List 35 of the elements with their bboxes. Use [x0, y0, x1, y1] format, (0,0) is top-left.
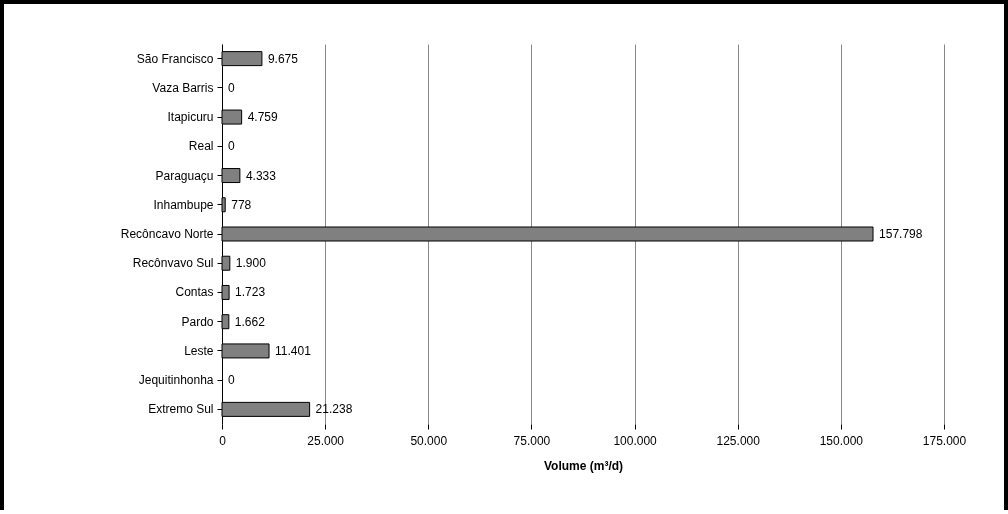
y-tick-label: Jequitinhonha: [138, 373, 214, 388]
y-tick-label: Leste: [184, 343, 214, 358]
y-tick-label: Contas: [175, 285, 214, 300]
y-tick-label: Paraguaçu: [155, 168, 214, 183]
x-tick-label: 175.000: [922, 433, 967, 448]
data-label: 21.238: [315, 402, 353, 417]
x-tick-label: 75.000: [513, 433, 551, 448]
data-label: 4.333: [245, 168, 277, 183]
x-tick-label: 125.000: [716, 433, 761, 448]
data-label: 0: [228, 80, 235, 95]
x-tick-label: 150.000: [819, 433, 864, 448]
y-tick-label: Recôncavo Norte: [120, 227, 214, 241]
x-axis-title: Volume (m³/d): [543, 458, 624, 473]
y-tick-label: Extremo Sul: [148, 402, 214, 417]
data-label: 1.662: [234, 314, 266, 329]
x-tick-label: 50.000: [410, 433, 448, 448]
x-tick-label: 100.000: [613, 433, 658, 448]
data-label: 9.675: [267, 51, 299, 66]
data-label: 1.723: [235, 285, 266, 300]
y-tick-label: Recônvavo Sul: [132, 256, 214, 271]
y-tick-label: São Francisco: [136, 51, 214, 66]
data-label: 4.759: [247, 110, 278, 125]
y-tick-label: Real: [188, 139, 214, 154]
y-tick-label: Vaza Barris: [152, 80, 214, 95]
y-tick-label: Pardo: [181, 314, 214, 329]
data-label: 157.798: [879, 227, 923, 241]
data-label: 0: [228, 373, 235, 388]
x-tick-label: 25.000: [307, 433, 345, 448]
data-label: 1.900: [235, 256, 267, 271]
y-tick-label: Itapicuru: [167, 110, 214, 125]
data-label: 0: [228, 139, 235, 154]
data-label: 11.401: [275, 343, 312, 358]
data-label: 778: [231, 197, 252, 212]
x-tick-label: 0: [219, 433, 227, 448]
y-tick-label: Inhambupe: [153, 197, 214, 212]
